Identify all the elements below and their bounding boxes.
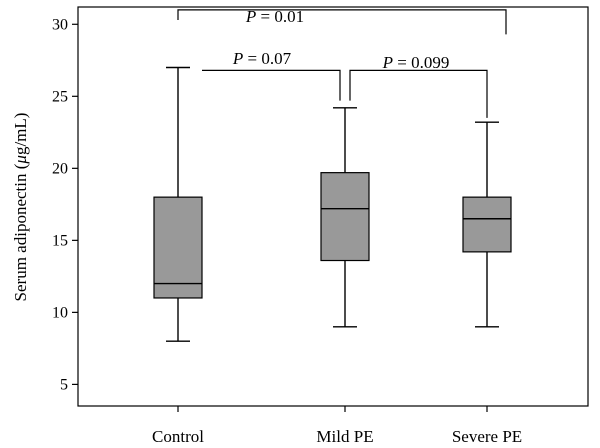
box-2 (320, 107, 370, 328)
y-axis-title: Serum adiponectin (μg/mL) (11, 113, 30, 302)
y-tick-label: 15 (52, 232, 68, 249)
x-category-label: Mild PE (316, 427, 373, 446)
y-tick-label: 5 (60, 376, 68, 393)
iqr-box (320, 172, 370, 262)
comparison-2: P = 0.07 (202, 49, 341, 101)
y-tick-label: 10 (52, 304, 68, 321)
box-1 (153, 66, 203, 342)
comparison-3: P = 0.099 (349, 53, 488, 118)
y-tick-label: 25 (52, 88, 68, 105)
p-value-label: P = 0.01 (245, 7, 304, 26)
plot-frame (77, 6, 589, 407)
box-series (153, 66, 512, 342)
x-axis: Control Mild PE Severe PE (152, 406, 522, 446)
bracket-line (177, 9, 507, 35)
bracket-line (202, 69, 341, 101)
box-3 (462, 121, 512, 328)
x-category-label: Severe PE (452, 427, 522, 446)
p-value-label: P = 0.099 (382, 53, 450, 72)
significance-brackets: P = 0.01 P = 0.07 P = 0.099 (177, 7, 507, 118)
x-category-label: Control (152, 427, 204, 446)
y-tick-label: 20 (52, 160, 68, 177)
comparison-1: P = 0.01 (177, 7, 507, 35)
y-tick-label: 30 (52, 16, 68, 33)
bracket-line (349, 69, 488, 118)
iqr-box (462, 196, 512, 253)
iqr-box (153, 196, 203, 299)
y-axis: 5 10 15 20 25 30 (52, 16, 78, 393)
p-value-label: P = 0.07 (232, 49, 292, 68)
